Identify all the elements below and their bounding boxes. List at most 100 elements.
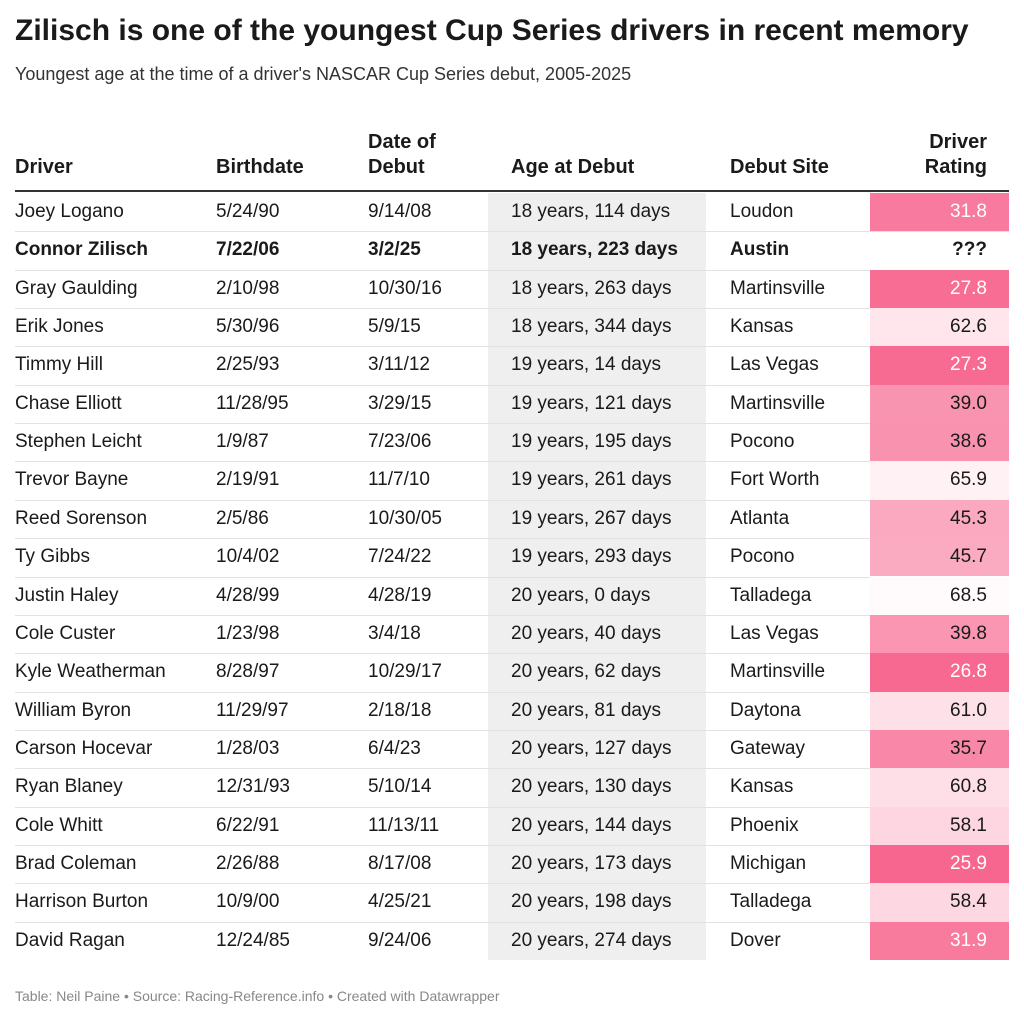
- rating-fill: [870, 614, 1009, 654]
- table-cell: 18 years, 344 days: [511, 316, 672, 338]
- row-rule: [15, 691, 1009, 693]
- table-cell: 11/28/95: [216, 392, 289, 414]
- table-cell: 39.8: [950, 622, 987, 644]
- table-cell: 2/25/93: [216, 354, 280, 376]
- footer: Table: Neil Paine • Source: Racing-Refer…: [15, 988, 500, 1004]
- table-cell: 31.8: [950, 201, 987, 222]
- rating-fill: [870, 346, 1009, 385]
- table-cell: 27.3: [950, 354, 987, 376]
- table-cell: 26.8: [950, 661, 987, 683]
- table-cell: 3/2/25: [368, 239, 421, 261]
- table-cell: Las Vegas: [730, 354, 819, 376]
- rating-fill: [870, 499, 1009, 539]
- row-rule: [15, 231, 1009, 233]
- table-cell: 19 years, 121 days: [511, 392, 672, 414]
- rating-fill: [870, 806, 1009, 845]
- table-cell: 18 years, 114 days: [511, 201, 671, 222]
- table-cell: Ryan Blaney: [15, 776, 123, 798]
- table-cell: Kyle Weatherman: [15, 661, 166, 683]
- table-cell: 20 years, 274 days: [511, 929, 672, 951]
- table-cell: 10/30/16: [368, 277, 442, 299]
- table-cell: 20 years, 40 days: [511, 622, 661, 644]
- row-rule: [15, 308, 1009, 310]
- table-cell: Fort Worth: [730, 469, 820, 491]
- table-cell: Kansas: [730, 776, 794, 798]
- table-cell: Gateway: [730, 737, 805, 759]
- table-cell: Phoenix: [730, 814, 799, 836]
- rating-fill: [870, 883, 1009, 922]
- table-cell: 10/4/02: [216, 546, 280, 568]
- row-rule: [15, 346, 1009, 348]
- table-cell: 20 years, 198 days: [511, 891, 672, 913]
- rating-fill: [870, 729, 1009, 769]
- table-cell: 20 years, 0 days: [511, 584, 651, 606]
- table-cell: ???: [952, 239, 987, 261]
- table-cell: 10/30/05: [368, 507, 442, 529]
- table-cell: 20 years, 81 days: [511, 699, 661, 721]
- table-cell: 3/29/15: [368, 392, 432, 414]
- table-cell: 7/24/22: [368, 546, 432, 568]
- table-cell: 1/9/87: [216, 431, 269, 453]
- rating-fill: [870, 384, 1009, 424]
- table-cell: Cole Whitt: [15, 814, 103, 836]
- table-cell: 31.9: [950, 929, 987, 951]
- table-cell: 20 years, 144 days: [511, 814, 672, 836]
- table-cell: Loudon: [730, 201, 794, 222]
- table-cell: 18 years, 223 days: [511, 239, 678, 261]
- column-header: Age at Debut: [511, 156, 635, 178]
- table-cell: Michigan: [730, 852, 807, 874]
- table-cell: 5/9/15: [368, 316, 421, 338]
- row-rule: [15, 921, 1009, 923]
- table-cell: Gray Gaulding: [15, 277, 138, 299]
- column-header: Debut Site: [730, 156, 829, 178]
- table-cell: Trevor Bayne: [15, 469, 129, 491]
- column-header: Birthdate: [216, 156, 304, 178]
- row-rule: [15, 576, 1009, 578]
- table-cell: 20 years, 130 days: [511, 776, 672, 798]
- table-cell: David Ragan: [15, 929, 125, 951]
- subtitle: Youngest age at the time of a driver's N…: [15, 64, 632, 84]
- table-cell: 45.3: [950, 507, 987, 529]
- table-cell: 2/19/91: [216, 469, 280, 491]
- table-cell: 1/28/03: [216, 737, 280, 759]
- table-cell: 2/18/18: [368, 699, 432, 721]
- row-rule: [15, 423, 1009, 425]
- rating-fill: [870, 844, 1009, 884]
- table-cell: 10/9/00: [216, 891, 280, 913]
- table-cell: 58.1: [950, 814, 987, 836]
- table-cell: 7/22/06: [216, 239, 280, 261]
- rating-fill: [870, 193, 1009, 232]
- table-cell: Austin: [730, 239, 790, 261]
- table-cell: 2/5/86: [216, 507, 269, 529]
- table-cell: Talladega: [730, 891, 812, 913]
- table-cell: 11/29/97: [216, 699, 289, 721]
- row-rule: [15, 499, 1009, 501]
- table-cell: 25.9: [950, 852, 987, 874]
- table-cell: 10/29/17: [368, 661, 442, 683]
- table-cell: 65.9: [950, 469, 987, 491]
- table-cell: 4/25/21: [368, 891, 432, 913]
- table-cell: Dover: [730, 929, 781, 951]
- table-cell: Carson Hocevar: [15, 737, 153, 759]
- table-cell: Martinsville: [730, 277, 826, 299]
- row-rule: [15, 384, 1009, 386]
- table-cell: Talladega: [730, 584, 812, 606]
- table-cell: Daytona: [730, 699, 801, 721]
- table-cell: Joey Logano: [15, 201, 124, 222]
- table-cell: 8/17/08: [368, 852, 432, 874]
- table-cell: Connor Zilisch: [15, 239, 148, 261]
- table-cell: 61.0: [950, 699, 987, 721]
- table-cell: Martinsville: [730, 392, 826, 414]
- table-cell: Justin Haley: [15, 584, 119, 606]
- table-cell: 19 years, 261 days: [511, 469, 672, 491]
- row-rule: [15, 729, 1009, 731]
- table-cell: 19 years, 195 days: [511, 431, 672, 453]
- rating-fill: [870, 653, 1009, 692]
- table-cell: Erik Jones: [15, 316, 104, 338]
- table-cell: 5/24/90: [216, 201, 280, 222]
- table-cell: Harrison Burton: [15, 891, 149, 913]
- table-cell: 11/7/10: [368, 469, 430, 491]
- table-cell: 60.8: [950, 776, 987, 798]
- table-cell: 11/13/11: [368, 814, 440, 836]
- table-cell: 3/11/12: [368, 354, 430, 376]
